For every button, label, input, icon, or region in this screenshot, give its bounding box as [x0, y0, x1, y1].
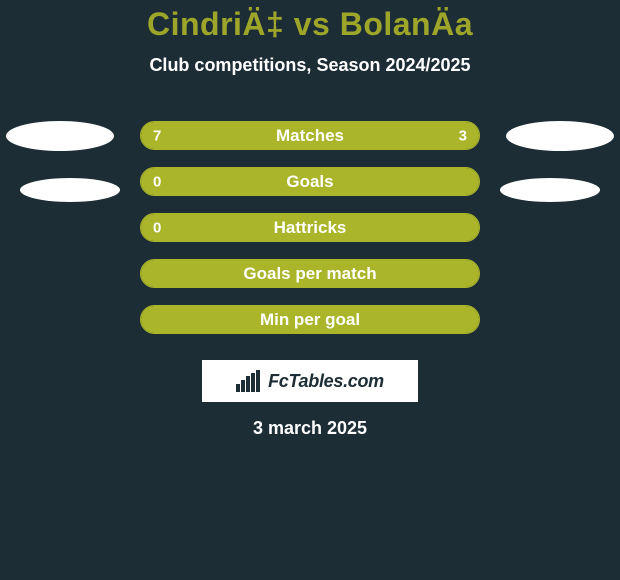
stat-label: Min per goal [141, 310, 479, 330]
stat-row: Hattricks0 [0, 204, 620, 250]
stat-label: Hattricks [141, 218, 479, 238]
stat-row: Matches7 3 [0, 112, 620, 158]
stat-value-left: 0 [153, 219, 161, 236]
comparison-subtitle: Club competitions, Season 2024/2025 [0, 55, 620, 76]
stat-value-right: 3 [459, 127, 467, 144]
snapshot-date: 3 march 2025 [0, 418, 620, 439]
stat-rows: Matches73Goals0Hattricks0Goals per match… [0, 112, 620, 342]
stat-bar: Matches7 3 [140, 121, 480, 150]
bars-icon [236, 370, 262, 392]
source-logo-text: FcTables.com [268, 371, 384, 392]
stat-row: Goals per match [0, 250, 620, 296]
stat-bar: Hattricks0 [140, 213, 480, 242]
stat-label: Goals [141, 172, 479, 192]
stat-label: Matches [141, 126, 479, 146]
comparison-title: CindriÄ‡ vs BolanÄa [0, 0, 620, 43]
stat-bar: Goals0 [140, 167, 480, 196]
source-logo: FcTables.com [202, 360, 418, 402]
stat-value-left: 0 [153, 173, 161, 190]
stat-row: Goals0 [0, 158, 620, 204]
stat-label: Goals per match [141, 264, 479, 284]
stat-row: Min per goal [0, 296, 620, 342]
stat-value-left: 7 [153, 127, 161, 144]
stat-bar: Min per goal [140, 305, 480, 334]
stat-bar: Goals per match [140, 259, 480, 288]
